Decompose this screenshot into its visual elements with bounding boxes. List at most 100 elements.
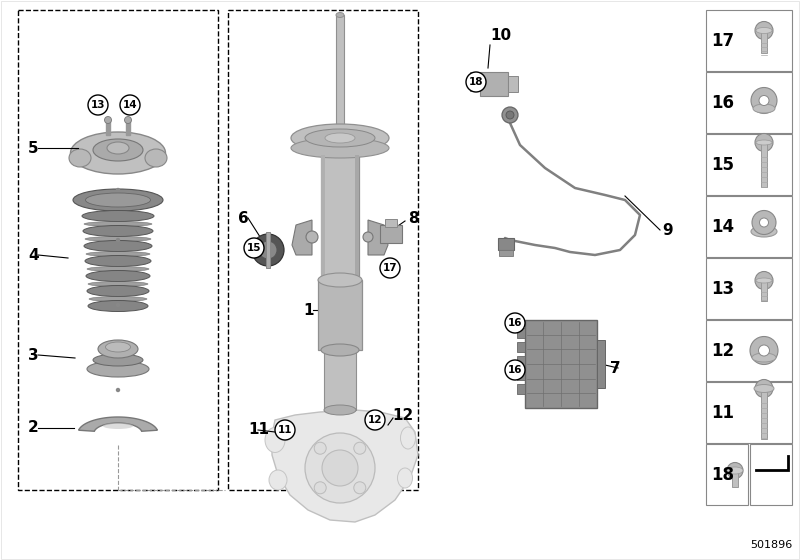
Ellipse shape [291,124,389,152]
Circle shape [117,304,119,306]
Text: 12: 12 [711,342,734,360]
Text: 10: 10 [490,27,511,43]
Text: 16: 16 [711,94,734,111]
Circle shape [125,116,131,124]
Circle shape [305,433,375,503]
Text: 14: 14 [122,100,138,110]
Ellipse shape [754,385,774,393]
Bar [597,340,605,388]
Bar [706,72,792,133]
Text: 5: 5 [28,141,38,156]
Circle shape [88,95,108,115]
Text: 11: 11 [278,425,292,435]
Ellipse shape [87,361,149,377]
Ellipse shape [305,129,375,147]
Bar [706,382,792,443]
Bar [321,155,359,350]
Ellipse shape [752,353,776,362]
Text: 501896: 501896 [750,540,792,550]
Polygon shape [292,220,312,255]
Ellipse shape [103,423,133,429]
Ellipse shape [756,278,772,283]
Ellipse shape [753,104,775,113]
Ellipse shape [73,189,163,211]
Ellipse shape [291,138,389,158]
Circle shape [755,272,773,290]
Circle shape [505,360,525,380]
Bar [706,320,792,381]
Text: 13: 13 [90,100,106,110]
Circle shape [354,482,366,494]
Bar [750,444,792,505]
Text: 7: 7 [610,361,621,376]
Circle shape [759,218,769,227]
Ellipse shape [756,140,772,145]
Circle shape [306,231,318,243]
Text: 17: 17 [382,263,398,273]
Bar [324,350,356,410]
Circle shape [117,389,119,391]
Text: 8: 8 [408,211,418,226]
Circle shape [380,258,400,278]
Ellipse shape [85,255,151,267]
Bar [321,155,325,350]
Circle shape [752,211,776,235]
Bar [706,258,792,319]
Bar [761,389,767,438]
Circle shape [314,482,326,494]
Text: 6: 6 [238,211,249,226]
Circle shape [314,442,326,454]
Text: 12: 12 [392,408,414,422]
Ellipse shape [318,273,362,287]
Circle shape [750,337,778,365]
Circle shape [105,116,111,124]
Ellipse shape [84,240,152,251]
Ellipse shape [107,142,129,154]
Circle shape [505,313,525,333]
Bar [517,342,525,352]
Ellipse shape [86,251,150,256]
Bar [706,10,792,71]
Ellipse shape [259,241,277,259]
Bar [525,320,597,408]
Ellipse shape [88,301,148,311]
Text: 17: 17 [711,31,734,49]
Bar [266,232,270,268]
Text: 2: 2 [28,421,38,436]
Bar [706,196,792,257]
Ellipse shape [83,226,153,236]
Text: 15: 15 [711,156,734,174]
Ellipse shape [324,405,356,415]
Ellipse shape [252,234,284,266]
Bar [517,356,525,366]
Text: 16: 16 [508,365,522,375]
Text: 9: 9 [662,222,673,237]
Bar [517,328,525,338]
Circle shape [758,345,770,356]
Ellipse shape [93,354,143,366]
Bar [761,281,767,301]
Bar [470,72,480,77]
Ellipse shape [69,149,91,167]
Circle shape [466,72,486,92]
Ellipse shape [756,27,772,34]
Ellipse shape [106,342,130,352]
Bar [228,10,418,490]
Bar [18,10,218,490]
Ellipse shape [70,132,166,174]
Bar [380,225,402,243]
Ellipse shape [401,427,415,449]
Circle shape [506,111,514,119]
Ellipse shape [93,139,143,161]
Ellipse shape [85,236,151,241]
Bar [517,370,525,380]
Circle shape [755,133,773,152]
Bar [761,142,767,186]
Ellipse shape [89,296,147,301]
Ellipse shape [751,226,777,237]
Bar [508,76,518,92]
Bar [470,86,480,91]
Text: 15: 15 [246,243,262,253]
Circle shape [275,420,295,440]
Circle shape [244,238,264,258]
